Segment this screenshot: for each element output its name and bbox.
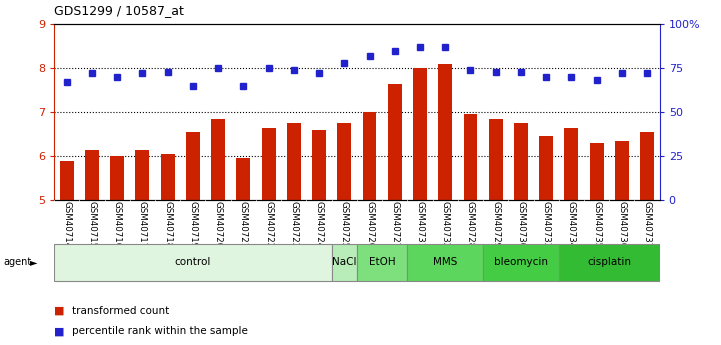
Bar <box>539 136 553 345</box>
Text: transformed count: transformed count <box>72 306 169 315</box>
Bar <box>483 244 559 281</box>
Bar <box>363 112 376 345</box>
Text: GSM40734: GSM40734 <box>567 201 576 249</box>
Bar <box>464 114 477 345</box>
Bar <box>407 244 483 281</box>
Text: MMS: MMS <box>433 257 457 267</box>
Text: GSM40725: GSM40725 <box>340 201 349 249</box>
Text: GSM40721: GSM40721 <box>239 201 248 249</box>
Bar <box>559 244 660 281</box>
Text: GSM40724: GSM40724 <box>314 201 324 249</box>
Bar <box>262 128 275 345</box>
Text: GSM40730: GSM40730 <box>516 201 526 249</box>
Text: control: control <box>174 257 211 267</box>
Bar <box>110 156 124 345</box>
Bar <box>357 244 407 281</box>
Text: bleomycin: bleomycin <box>494 257 548 267</box>
Bar <box>186 132 200 345</box>
Text: GSM40716: GSM40716 <box>112 201 122 249</box>
Bar <box>211 119 225 345</box>
Bar <box>413 68 427 345</box>
Text: GSM40731: GSM40731 <box>415 201 425 249</box>
Bar <box>615 141 629 345</box>
Bar <box>161 154 174 345</box>
Bar <box>565 128 578 345</box>
Text: EtOH: EtOH <box>369 257 395 267</box>
Bar <box>332 244 357 281</box>
Text: cisplatin: cisplatin <box>587 257 632 267</box>
Text: GSM40719: GSM40719 <box>188 201 198 248</box>
Bar <box>85 149 99 345</box>
Text: GSM40735: GSM40735 <box>592 201 601 249</box>
Text: ■: ■ <box>54 326 65 336</box>
Text: GSM40728: GSM40728 <box>466 201 475 249</box>
Text: GSM40717: GSM40717 <box>138 201 147 249</box>
Bar <box>590 143 603 345</box>
Text: GSM40729: GSM40729 <box>491 201 500 248</box>
Text: percentile rank within the sample: percentile rank within the sample <box>72 326 248 336</box>
Text: GSM40726: GSM40726 <box>365 201 374 249</box>
Bar <box>489 119 503 345</box>
Text: ■: ■ <box>54 306 65 315</box>
Bar <box>388 83 402 345</box>
Bar <box>287 123 301 345</box>
Bar <box>514 123 528 345</box>
Bar <box>640 132 654 345</box>
Text: NaCl: NaCl <box>332 257 356 267</box>
Text: GSM40715: GSM40715 <box>87 201 97 249</box>
Bar <box>236 158 250 345</box>
Bar <box>136 149 149 345</box>
Text: GSM40732: GSM40732 <box>441 201 450 249</box>
Text: ►: ► <box>30 257 37 267</box>
Text: agent: agent <box>4 257 32 267</box>
Text: GSM40720: GSM40720 <box>213 201 223 249</box>
Text: GSM40733: GSM40733 <box>541 201 551 249</box>
Text: GSM40722: GSM40722 <box>264 201 273 249</box>
Bar <box>60 160 74 345</box>
Bar <box>54 244 332 281</box>
Bar <box>438 64 452 345</box>
Text: GSM40737: GSM40737 <box>642 201 652 249</box>
Text: GSM40727: GSM40727 <box>390 201 399 249</box>
Bar <box>337 123 351 345</box>
Text: GDS1299 / 10587_at: GDS1299 / 10587_at <box>54 4 184 17</box>
Text: GSM40718: GSM40718 <box>163 201 172 249</box>
Text: GSM40736: GSM40736 <box>617 201 627 249</box>
Text: GSM40714: GSM40714 <box>62 201 71 249</box>
Text: GSM40723: GSM40723 <box>289 201 298 249</box>
Bar <box>312 130 326 345</box>
